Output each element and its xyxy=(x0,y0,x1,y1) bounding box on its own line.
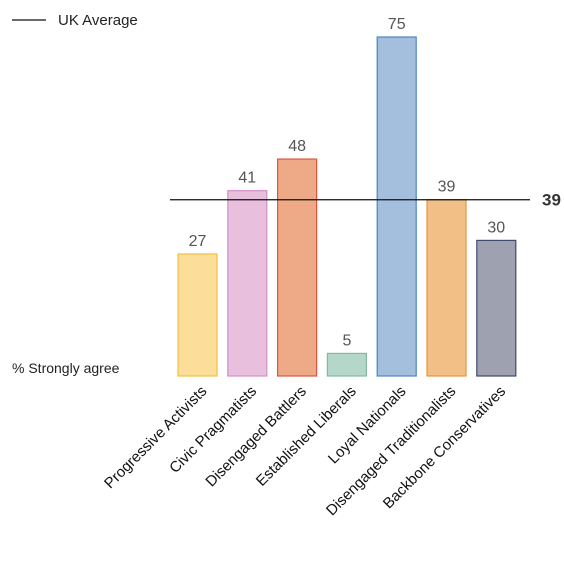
bar-established-liberals xyxy=(326,352,367,377)
value-label: 41 xyxy=(238,170,256,187)
value-label: 5 xyxy=(342,332,351,349)
bars xyxy=(177,36,517,377)
value-label: 27 xyxy=(189,233,207,250)
bar-loyal-nationals xyxy=(376,36,417,377)
legend-label: UK Average xyxy=(58,12,138,29)
legend: UK Average xyxy=(12,12,138,29)
bar-disengaged-battlers xyxy=(277,158,318,377)
value-label: 75 xyxy=(388,16,406,33)
value-label: 48 xyxy=(288,138,306,155)
bar-disengaged-traditionalists xyxy=(426,199,467,377)
bar-backbone-conservatives xyxy=(476,239,517,377)
value-label: 39 xyxy=(438,179,456,196)
bar-progressive-activists xyxy=(177,253,218,377)
y-axis-label: % Strongly agree xyxy=(12,360,120,376)
value-label: 30 xyxy=(487,219,505,236)
uk-average-value-label: 39 xyxy=(542,191,561,210)
value-labels: 27 41 48 5 75 39 30 xyxy=(189,16,506,349)
category-label: Civic Pragmatists xyxy=(166,383,260,477)
bar-civic-pragmatists xyxy=(227,190,268,377)
